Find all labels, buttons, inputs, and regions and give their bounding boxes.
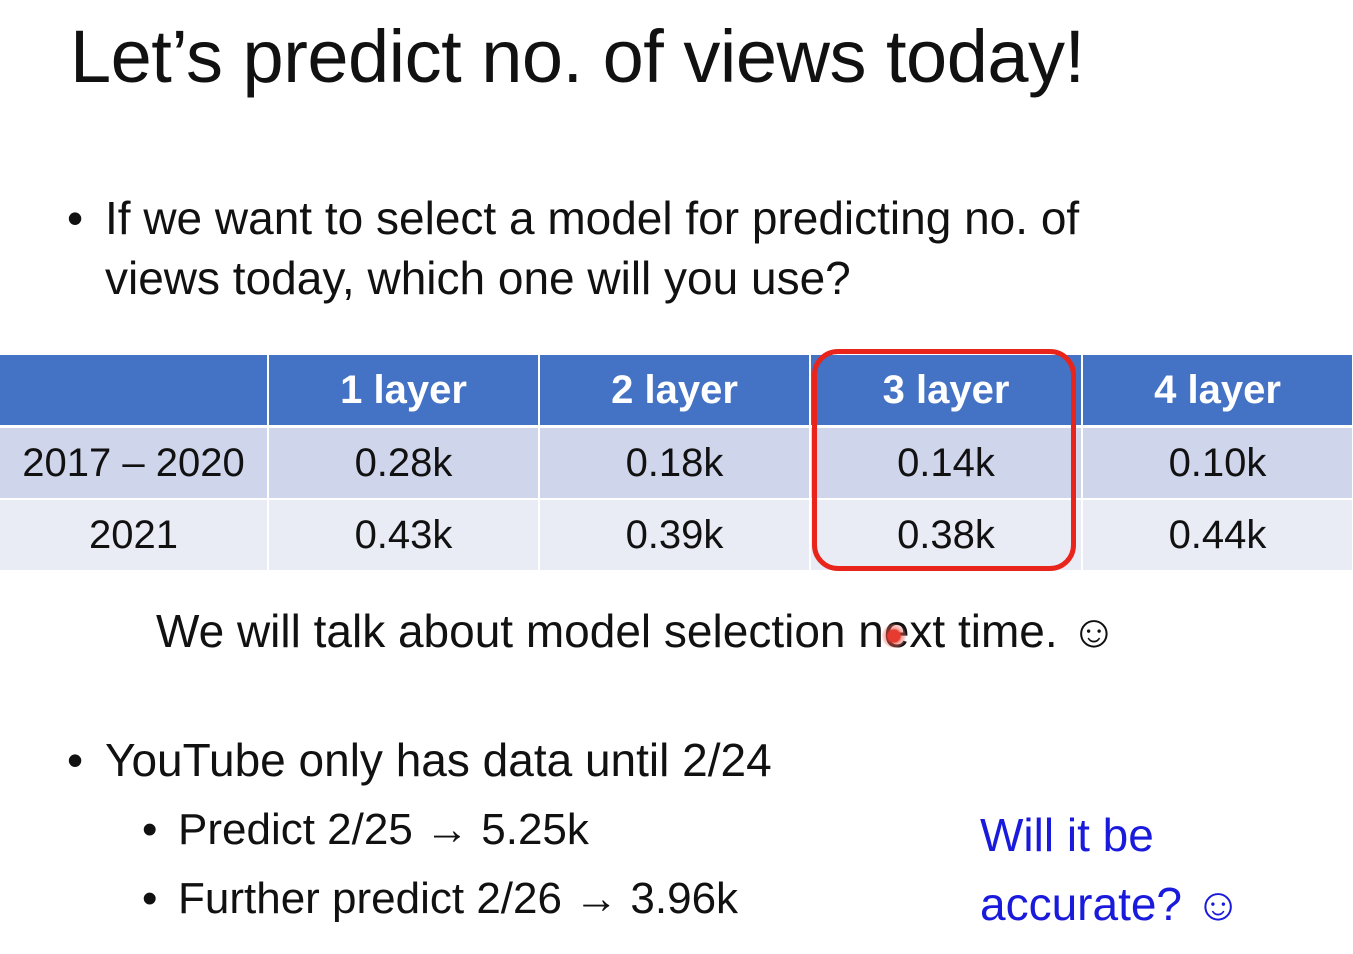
bullet-dot: • — [67, 192, 84, 244]
header-1-layer: 1 layer — [268, 355, 540, 428]
table-cell: 0.28k — [268, 426, 540, 500]
header-4-layer: 4 layer — [1082, 355, 1353, 428]
bullet-dot: • — [142, 805, 158, 854]
table-cell: 0.14k — [810, 426, 1083, 500]
table-cell: 0.18k — [539, 426, 811, 500]
table-cell: 0.43k — [268, 499, 540, 572]
question-line-2: views today, which one will you use? — [105, 252, 851, 304]
youtube-bullet-text: YouTube only has data until 2/24 — [105, 734, 772, 786]
predict-bullet-1: • Predict 2/25 → 5.25k — [142, 801, 589, 859]
table-header-row: 1 layer 2 layer 3 layer 4 layer — [0, 355, 1353, 428]
predict-text-2: Further predict 2/26 → 3.96k — [178, 874, 739, 923]
table-cell: 0.39k — [539, 499, 811, 572]
header-corner — [0, 355, 269, 428]
bullet-dot: • — [142, 874, 158, 923]
accuracy-line-1: Will it be — [980, 809, 1154, 861]
table-row: 2021 0.43k 0.39k 0.38k 0.44k — [0, 499, 1353, 572]
youtube-bullet: • YouTube only has data until 2/24 — [67, 730, 772, 790]
model-results-table: 1 layer 2 layer 3 layer 4 layer 2017 – 2… — [0, 355, 1353, 572]
predict-bullet-2: • Further predict 2/26 → 3.96k — [142, 870, 739, 928]
model-selection-note: We will talk about model selection next … — [156, 605, 1118, 657]
question-line-1: If we want to select a model for predict… — [105, 192, 1080, 244]
header-3-layer: 3 layer — [810, 355, 1083, 428]
row-label: 2021 — [0, 499, 269, 572]
accuracy-line-2: accurate? ☺ — [980, 878, 1242, 930]
header-2-layer: 2 layer — [539, 355, 811, 428]
row-label: 2017 – 2020 — [0, 426, 269, 500]
accuracy-question: Will it be accurate? ☺ — [980, 801, 1310, 939]
predict-text-1: Predict 2/25 → 5.25k — [178, 805, 589, 854]
question-bullet: • If we want to select a model for predi… — [67, 188, 1080, 308]
bullet-dot: • — [67, 734, 84, 786]
laser-pointer-icon — [882, 624, 906, 648]
table-cell: 0.44k — [1082, 499, 1353, 572]
table-cell: 0.10k — [1082, 426, 1353, 500]
slide-title: Let’s predict no. of views today! — [70, 15, 1085, 98]
table-row: 2017 – 2020 0.28k 0.18k 0.14k 0.10k — [0, 426, 1353, 500]
highlight-3-layer-box — [812, 349, 1076, 571]
